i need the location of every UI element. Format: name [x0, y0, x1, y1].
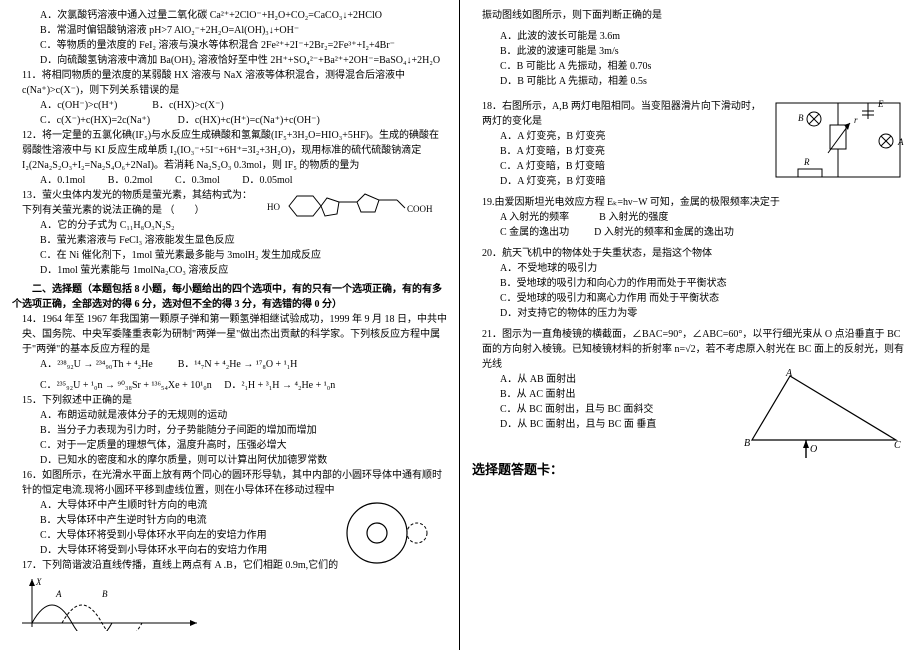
q18-opt-a: A．A 灯变亮，B 灯变亮: [472, 129, 762, 144]
q17-cont: 振动图线如图所示，则下面判断正确的是: [472, 8, 908, 23]
q13-opt-b: B．萤光素溶液与 FeCl₃ 溶液能发生显色反应: [12, 233, 447, 248]
q19-opt-b: B 入射光的强度: [599, 212, 668, 223]
q12-opts: A．0.1mol B．0.2mol C．0.3mol D．0.05mol: [12, 173, 447, 188]
molecule-figure: HO COOH: [267, 188, 447, 224]
circuit-label-a-lamp: A: [897, 137, 904, 147]
circuit-label-r-big: R: [803, 157, 810, 167]
wave-axis-x: X: [35, 577, 42, 587]
q14-opt-a: A．²³⁸₉₂U → ²³⁴₉₀Th + ⁴₂He: [40, 359, 153, 370]
section-2-title: 二、选择题（本题包括 8 小题，每小题给出的四个选项中，有的只有一个选项正确，有…: [12, 282, 447, 312]
q16-block: A．大导体环中产生顺时针方向的电流 B．大导体环中产生逆时针方向的电流 C．大导…: [12, 498, 447, 558]
q13-line: 13．萤火虫体内发光的物质是萤光素，其结构式为： HO COOH: [12, 188, 447, 203]
circuit-label-r-small: r: [854, 115, 858, 125]
left-column: A．次氯酸钙溶液中通入过量二氧化碳 Ca²⁺+2ClO⁻+H₂O+CO₂=CaC…: [0, 0, 460, 650]
q16-stem: 16．如图所示，在光滑水平面上放有两个同心的圆环形导轨，其中内部的小圆环导体中通…: [12, 468, 447, 498]
q21-opt-d: D．从 BC 面射出，且与 BC 面 垂直: [472, 417, 732, 432]
molecule-svg: HO COOH: [267, 188, 447, 224]
q19-opts-row2: C 金属的逸出功 D 入射光的频率和金属的逸出功: [472, 225, 908, 240]
molecule-label-cooh: COOH: [407, 204, 433, 214]
right-column: 振动图线如图所示，则下面判断正确的是 A．此波的波长可能是 3.6m B．此波的…: [460, 0, 920, 650]
q11-opt-d: D．c(HX)+c(H⁺)=c(Na⁺)+c(OH⁻): [178, 115, 320, 126]
wave-label-b: B: [102, 589, 108, 599]
wave-figure-wrap: X A B: [12, 575, 447, 631]
q19-opt-a: A 入射光的频率: [500, 212, 569, 223]
q15-opt-b: B．当分子力表现为引力时，分子势能随分子间距的增加而增加: [12, 423, 447, 438]
q12-opt-c: C．0.3mol: [175, 175, 220, 186]
q20-opt-a: A．不受地球的吸引力: [472, 261, 908, 276]
q14-opt-d: D．²₁H + ³₁H → ⁴₂He + ¹₀n: [224, 380, 335, 391]
q14-opt-c: C．²³⁵₉₂U + ¹₀n → ⁹⁰₃₈Sr + ¹³⁶₅₄Xe + 10¹₀…: [40, 380, 212, 391]
q12-opt-d: D．0.05mol: [242, 175, 292, 186]
q14-opts-row1: A．²³⁸₉₂U → ²³⁴₉₀Th + ⁴₂He B．¹⁴₇N + ⁴₂He …: [12, 357, 447, 372]
q21-opt-b: B．从 AC 面射出: [472, 387, 732, 402]
rings-figure: [337, 498, 447, 568]
prism-label-o: O: [810, 444, 817, 455]
q17-opt-b: B．此波的波速可能是 3m/s: [472, 44, 908, 59]
q10-opt-b: B．常温时偏铝酸钠溶液 pH>7 AlO₂⁻+2H₂O=Al(OH)₃↓+OH⁻: [12, 23, 447, 38]
q15-opt-d: D．已知水的密度和水的摩尔质量，则可以计算出阿伏加德罗常数: [12, 453, 447, 468]
circuit-figure: E B r A R: [768, 95, 908, 185]
q12-opt-a: A．0.1mol: [40, 175, 85, 186]
q17-opt-d: D．B 可能比 A 先振动，相差 0.5s: [472, 74, 908, 89]
q13-opt-d: D．1mol 萤光素能与 1molNa₂CO₃ 溶液反应: [12, 263, 447, 278]
q19-opts-row1: A 入射光的频率 B 入射光的强度: [472, 210, 908, 225]
prism-label-b: B: [744, 438, 750, 449]
q14-opt-b: B．¹⁴₇N + ⁴₂He → ¹⁷₈O + ¹₁H: [178, 359, 298, 370]
q11-stem: 11．将相同物质的量浓度的某弱酸 HX 溶液与 NaX 溶液等体积混合，测得混合…: [12, 68, 447, 98]
q10-opt-a: A．次氯酸钙溶液中通入过量二氧化碳 Ca²⁺+2ClO⁻+H₂O+CO₂=CaC…: [12, 8, 447, 23]
q20-opt-c: C．受地球的吸引力和离心力作用 而处于平衡状态: [472, 291, 908, 306]
q20-opt-b: B．受地球的吸引力和向心力的作用而处于平衡状态: [472, 276, 908, 291]
wave-figure: X A B: [12, 575, 202, 631]
q21-stem: 21．图示为一直角棱镜的横截面，∠BAC=90°，∠ABC=60°，以平行细光束…: [472, 327, 908, 372]
prism-label-a: A: [785, 368, 793, 379]
q11-opts-row1: A．c(OH⁻)>c(H⁺) B．c(HX)>c(X⁻): [12, 98, 447, 113]
circuit-label-e: E: [877, 99, 884, 109]
q21-block: A．从 AB 面射出 B．从 AC 面射出 C．从 BC 面射出，且与 BC 面…: [472, 372, 908, 432]
q16-opt-d: D．大导体环将受到小导体环水平向右的安培力作用: [12, 543, 332, 558]
q10-opt-c: C．等物质的量浓度的 FeI₂ 溶液与溴水等体积混合 2Fe²⁺+2I⁻+2Br…: [12, 38, 447, 53]
q19-opt-c: C 金属的逸出功: [500, 227, 569, 238]
q18-opt-b: B．A 灯变暗，B 灯变亮: [472, 144, 762, 159]
q11-opts-row2: C．c(X⁻)+c(HX)=2c(Na⁺) D．c(HX)+c(H⁺)=c(Na…: [12, 113, 447, 128]
q13-stem: 13．萤火虫体内发光的物质是萤光素，其结构式为：: [22, 190, 252, 201]
q20-opt-d: D．对支持它的物体的压力为零: [472, 306, 908, 321]
q15-opt-a: A．布朗运动就是液体分子的无规则的运动: [12, 408, 447, 423]
q18-stem: 18．右图所示，A,B 两灯电阻相同。当变阻器滑片向下滑动时，两灯的变化是: [472, 99, 762, 129]
q16-opt-b: B．大导体环中产生逆时针方向的电流: [12, 513, 332, 528]
q15-stem: 15．下列叙述中正确的是: [12, 393, 447, 408]
q21-opt-a: A．从 AB 面射出: [472, 372, 732, 387]
molecule-label-ho: HO: [267, 202, 280, 212]
q14-opts-row2: C．²³⁵₉₂U + ¹₀n → ⁹⁰₃₈Sr + ¹³⁶₅₄Xe + 10¹₀…: [12, 378, 447, 393]
answer-card-title: 选择题答题卡：: [472, 460, 908, 480]
q17-opt-a: A．此波的波长可能是 3.6m: [472, 29, 908, 44]
q20-stem: 20．航天飞机中的物体处于失重状态，是指这个物体: [472, 246, 908, 261]
q19-opt-d: D 入射光的频率和金属的逸出功: [594, 227, 734, 238]
q19-stem: 19.由爱因斯坦光电效应方程 Eₖ=hν−W 可知，金属的极限频率决定于: [472, 195, 908, 210]
q12-stem: 12．将一定量的五氯化碘(IF₅)与水反应生成碘酸和氢氟酸(IF₅+3H₂O=H…: [12, 128, 447, 173]
prism-figure: A B C O: [744, 368, 904, 458]
q11-opt-c: C．c(X⁻)+c(HX)=2c(Na⁺): [40, 115, 150, 126]
circuit-label-b-lamp: B: [798, 113, 804, 123]
q18-opt-d: D．A 灯变亮，B 灯变暗: [472, 174, 762, 189]
wave-label-a: A: [55, 589, 62, 599]
q14-stem: 14．1964 年至 1967 年我国第一颗原子弹和第一颗氢弹相继试验成功，19…: [12, 312, 447, 357]
q16-opt-a: A．大导体环中产生顺时针方向的电流: [12, 498, 332, 513]
prism-label-c: C: [894, 440, 901, 451]
q17-opt-c: C．B 可能比 A 先振动，相差 0.70s: [472, 59, 908, 74]
q18-block: 18．右图所示，A,B 两灯电阻相同。当变阻器滑片向下滑动时，两灯的变化是 A．…: [472, 99, 908, 189]
q10-opt-d: D．向硫酸氢钠溶液中滴加 Ba(OH)₂ 溶液恰好至中性 2H⁺+SO₄²⁻+B…: [12, 53, 447, 68]
q16-opt-c: C．大导体环将受到小导体环水平向左的安培力作用: [12, 528, 332, 543]
q11-opt-a: A．c(OH⁻)>c(H⁺): [40, 100, 117, 111]
q12-opt-b: B．0.2mol: [108, 175, 153, 186]
q21-opt-c: C．从 BC 面射出，且与 BC 面斜交: [472, 402, 732, 417]
q13-opt-c: C．在 Ni 催化剂下，1mol 萤光素最多能与 3molH₂ 发生加成反应: [12, 248, 447, 263]
q11-opt-b: B．c(HX)>c(X⁻): [152, 100, 223, 111]
q15-opt-c: C．对于一定质量的理想气体，温度升高时，压强必增大: [12, 438, 447, 453]
q18-opt-c: C．A 灯变暗，B 灯变暗: [472, 159, 762, 174]
